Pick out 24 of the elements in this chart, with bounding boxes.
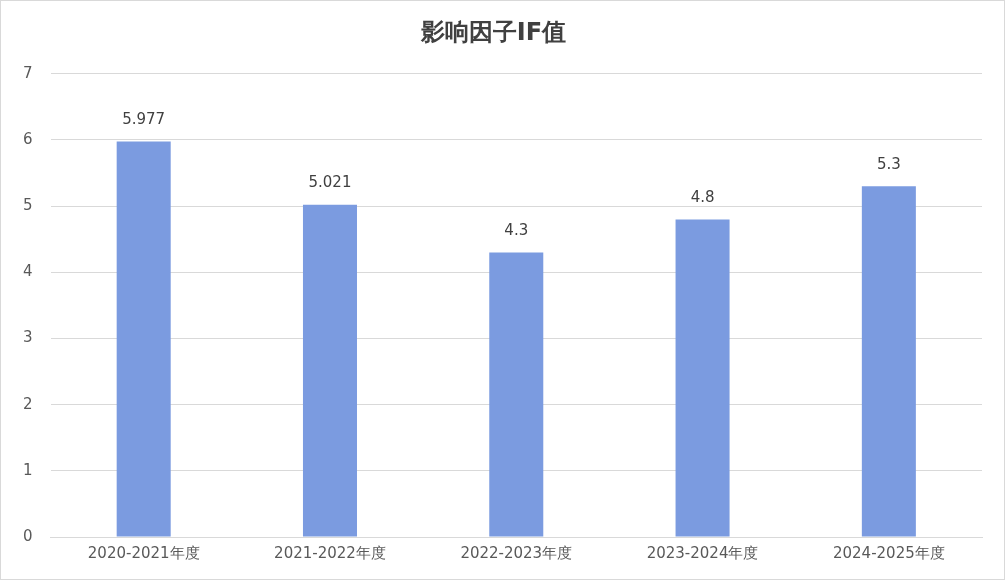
bar: [489, 252, 544, 537]
x-tick-label: 2021-2022年度: [274, 543, 386, 562]
data-label: 5.3: [876, 154, 901, 173]
y-tick-label: 4: [23, 262, 33, 281]
data-label: 5.977: [122, 109, 166, 128]
x-tick-label: 2023-2024年度: [646, 543, 759, 562]
y-tick-label: 2: [23, 394, 33, 413]
x-tick-label: 2020-2021年度: [87, 543, 200, 562]
y-tick-label: 7: [23, 63, 33, 82]
bar: [861, 186, 916, 537]
x-tick-label: 2022-2023年度: [460, 543, 573, 562]
data-label: 4.3: [504, 220, 529, 239]
bar: [116, 141, 171, 537]
data-label: 4.8: [690, 187, 715, 206]
data-label: 5.021: [308, 173, 352, 192]
y-tick-label: 1: [23, 460, 33, 479]
y-tick-label: 6: [23, 129, 33, 148]
bar: [302, 204, 357, 537]
chart-title: 影响因子IF值: [419, 17, 567, 46]
x-tick-label: 2024-2025年度: [832, 543, 945, 562]
y-tick-label: 3: [23, 328, 33, 347]
y-tick-label: 5: [23, 196, 33, 215]
y-tick-label: 0: [23, 526, 33, 545]
bar: [675, 219, 730, 537]
